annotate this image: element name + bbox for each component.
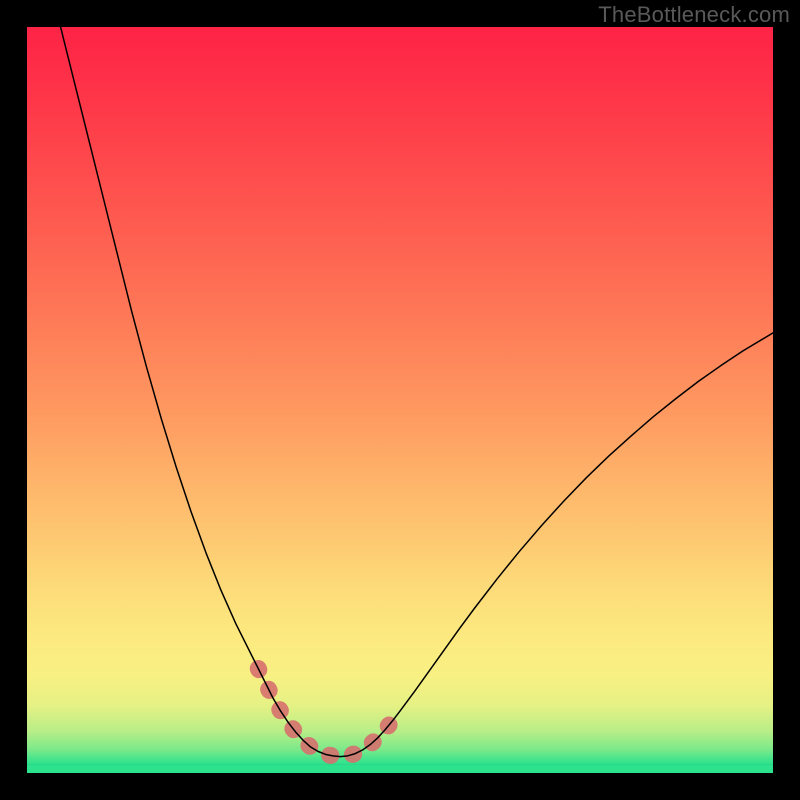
chart-frame: TheBottleneck.com [0,0,800,800]
plot-area [27,27,773,773]
watermark-text: TheBottleneck.com [598,2,790,28]
chart-svg [27,27,773,773]
background-gradient [27,27,773,764]
background-base [27,764,773,773]
